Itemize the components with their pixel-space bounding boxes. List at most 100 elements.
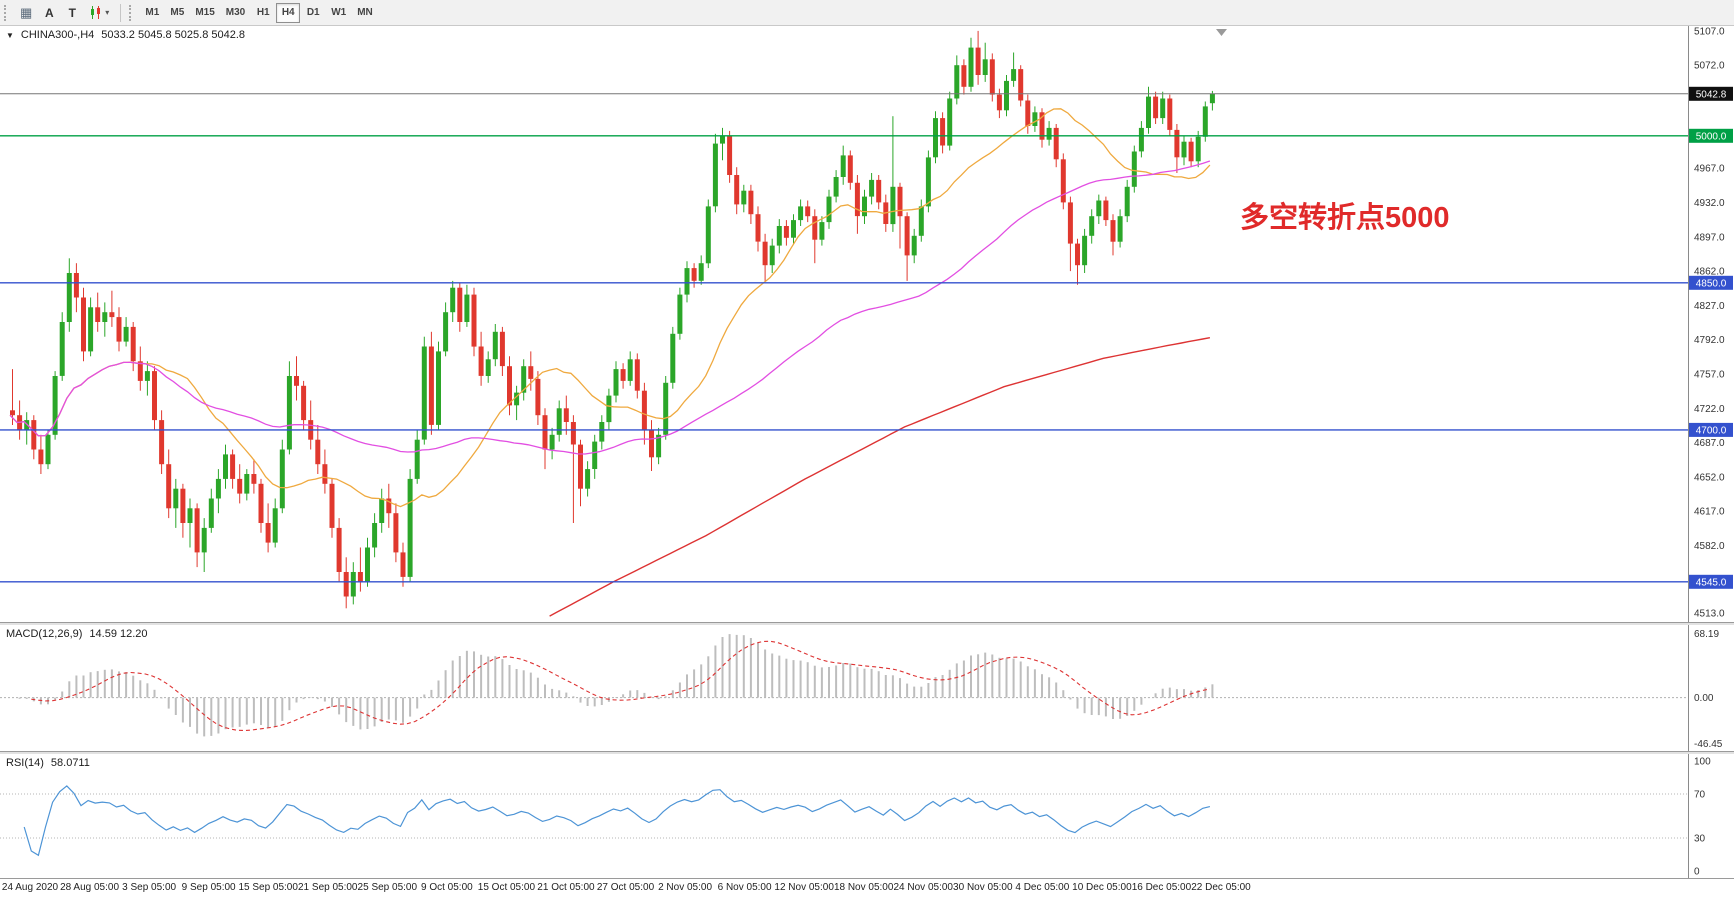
price-badge: 4700.0 [1689,422,1733,437]
main-chart-canvas[interactable]: 5107.0 5072.0 4967.0 4932.0 4897.0 4862.0 4827… [0,26,1734,622]
timeframe-w1-button[interactable]: W1 [326,3,351,23]
date-label: 2 Nov 05:00 [658,882,713,893]
svg-text:100: 100 [1694,757,1711,768]
price-badge: 5000.0 [1689,128,1733,143]
svg-text:70: 70 [1694,790,1706,801]
price-axis-label: 4862.0 [1694,267,1725,278]
price-badge: 4850.0 [1689,275,1733,290]
chart-symbol-timeframe: CHINA300-,H4 [20,29,95,41]
rsi-label: RSI(14) 58.0711 [6,757,90,769]
a-tool-button[interactable]: A [38,3,60,23]
rsi-canvas[interactable]: 100 70 30 0 [0,754,1734,878]
price-axis-label: 4722.0 [1694,404,1725,415]
price-axis-label: 4827.0 [1694,301,1725,312]
svg-text:68.19: 68.19 [1694,629,1719,640]
price-axis[interactable] [1688,26,1734,622]
macd-label: MACD(12,26,9) 14.59 12.20 [6,628,148,640]
chevron-down-icon: ▾ [105,8,110,17]
grid-icon: ▦ [20,5,33,20]
chart-annotation-text[interactable]: 多空转折点5000 [1240,202,1450,234]
date-label: 3 Sep 05:00 [122,882,177,893]
macd-panel: 68.19 0.00 -46.45 MACD(12,26,9) 14.59 12.2… [0,625,1734,751]
price-axis-label: 5107.0 [1694,26,1725,37]
main-chart-panel: 5107.0 5072.0 4967.0 4932.0 4897.0 4862.0 4827… [0,26,1734,622]
price-badge: 5042.8 [1689,86,1733,101]
rsi-value: 58.0711 [50,757,90,769]
panel-splitter[interactable] [0,751,1734,754]
chart-title-bar: ▼ CHINA300-,H4 5033.2 5045.8 5025.8 5042… [6,29,245,41]
price-axis-label: 4617.0 [1694,507,1725,518]
t-tool-button[interactable]: T [61,3,83,23]
svg-text:5000.0: 5000.0 [1696,131,1727,142]
date-label: 28 Aug 05:00 [60,882,120,893]
rsi-name: RSI(14) [6,757,44,769]
date-label: 15 Sep 05:00 [238,882,298,893]
chart-ohlc-values: 5033.2 5045.8 5025.8 5042.8 [101,29,246,41]
date-label: 22 Dec 05:00 [1191,882,1251,893]
timeframe-grip[interactable] [129,4,135,21]
price-axis-label: 4897.0 [1694,232,1725,243]
price-axis-label: 5072.0 [1694,61,1725,72]
symbol-dropdown-icon[interactable]: ▼ [6,30,14,40]
shift-marker-icon [1216,29,1227,36]
date-label: 27 Oct 05:00 [596,882,655,893]
date-axis[interactable]: 24 Aug 2020 28 Aug 05:00 3 Sep 05:00 9 Sep … [0,878,1734,897]
svg-text:0.00: 0.00 [1694,693,1714,704]
price-axis-label: 4792.0 [1694,335,1725,346]
date-label: 10 Dec 05:00 [1072,882,1132,893]
date-label: 16 Dec 05:00 [1131,882,1192,893]
price-axis-label: 4513.0 [1694,609,1725,620]
date-label: 21 Sep 05:00 [298,882,358,893]
date-label: 25 Sep 05:00 [357,882,418,893]
svg-text:-46.45: -46.45 [1694,739,1723,750]
svg-text:4700.0: 4700.0 [1696,425,1727,436]
date-label: 9 Oct 05:00 [420,882,473,893]
price-axis-label: 4652.0 [1694,472,1725,483]
rsi-axis[interactable] [1688,754,1734,878]
date-label: 21 Oct 05:00 [537,882,595,893]
date-label: 15 Oct 05:00 [477,882,536,893]
price-badge: 4545.0 [1689,574,1733,589]
timeframe-d1-button[interactable]: D1 [301,3,325,23]
svg-text:30: 30 [1694,834,1706,845]
date-label: 12 Nov 05:00 [774,882,834,893]
price-axis-label: 4967.0 [1694,164,1725,175]
timeframe-h1-button[interactable]: H1 [251,3,275,23]
date-label: 9 Sep 05:00 [181,882,236,893]
price-axis-label: 4582.0 [1694,541,1725,552]
price-axis-label: 4687.0 [1694,438,1725,449]
timeframe-m1-button[interactable]: M1 [140,3,164,23]
a-tool-label: A [44,5,54,20]
price-axis-label: 4932.0 [1694,198,1725,209]
price-axis-label: 4757.0 [1694,370,1725,381]
timeframe-m30-button[interactable]: M30 [221,3,250,23]
svg-text:4850.0: 4850.0 [1696,278,1727,289]
timeframe-mn-button[interactable]: MN [352,3,378,23]
date-label: 24 Aug 2020 [1,882,59,893]
svg-text:4545.0: 4545.0 [1696,577,1727,588]
svg-text:0: 0 [1694,867,1700,878]
toolbar-separator [120,3,122,22]
panel-splitter[interactable] [0,622,1734,625]
chart-grid-button[interactable]: ▦ [15,3,37,23]
toolbar-grip[interactable] [4,4,10,21]
date-label: 24 Nov 05:00 [893,882,954,893]
date-label: 30 Nov 05:00 [953,882,1013,893]
timeframe-h4-button[interactable]: H4 [276,2,301,23]
date-label: 6 Nov 05:00 [717,882,772,893]
rsi-panel: 100 70 30 0 RSI(14) 58.0711 [0,754,1734,878]
indicator-dropdown-button[interactable]: ▾ [84,3,114,23]
macd-values: 14.59 12.20 [89,628,148,640]
candlestick-icon [91,6,101,19]
date-label: 4 Dec 05:00 [1015,882,1070,893]
timeframe-m15-button[interactable]: M15 [190,3,219,23]
t-tool-label: T [68,5,76,20]
date-label: 18 Nov 05:00 [833,882,894,893]
chart-stack: 5107.0 5072.0 4967.0 4932.0 4897.0 4862.0 4827… [0,26,1734,897]
timeframe-m5-button[interactable]: M5 [165,3,189,23]
svg-text:5042.8: 5042.8 [1696,89,1727,100]
toolbar: ▦ A T ▾ M1 M5 M15 M30 H1 H4 D1 W1 MN [0,0,1734,26]
macd-canvas[interactable]: 68.19 0.00 -46.45 [0,625,1734,751]
macd-axis[interactable] [1688,625,1734,751]
